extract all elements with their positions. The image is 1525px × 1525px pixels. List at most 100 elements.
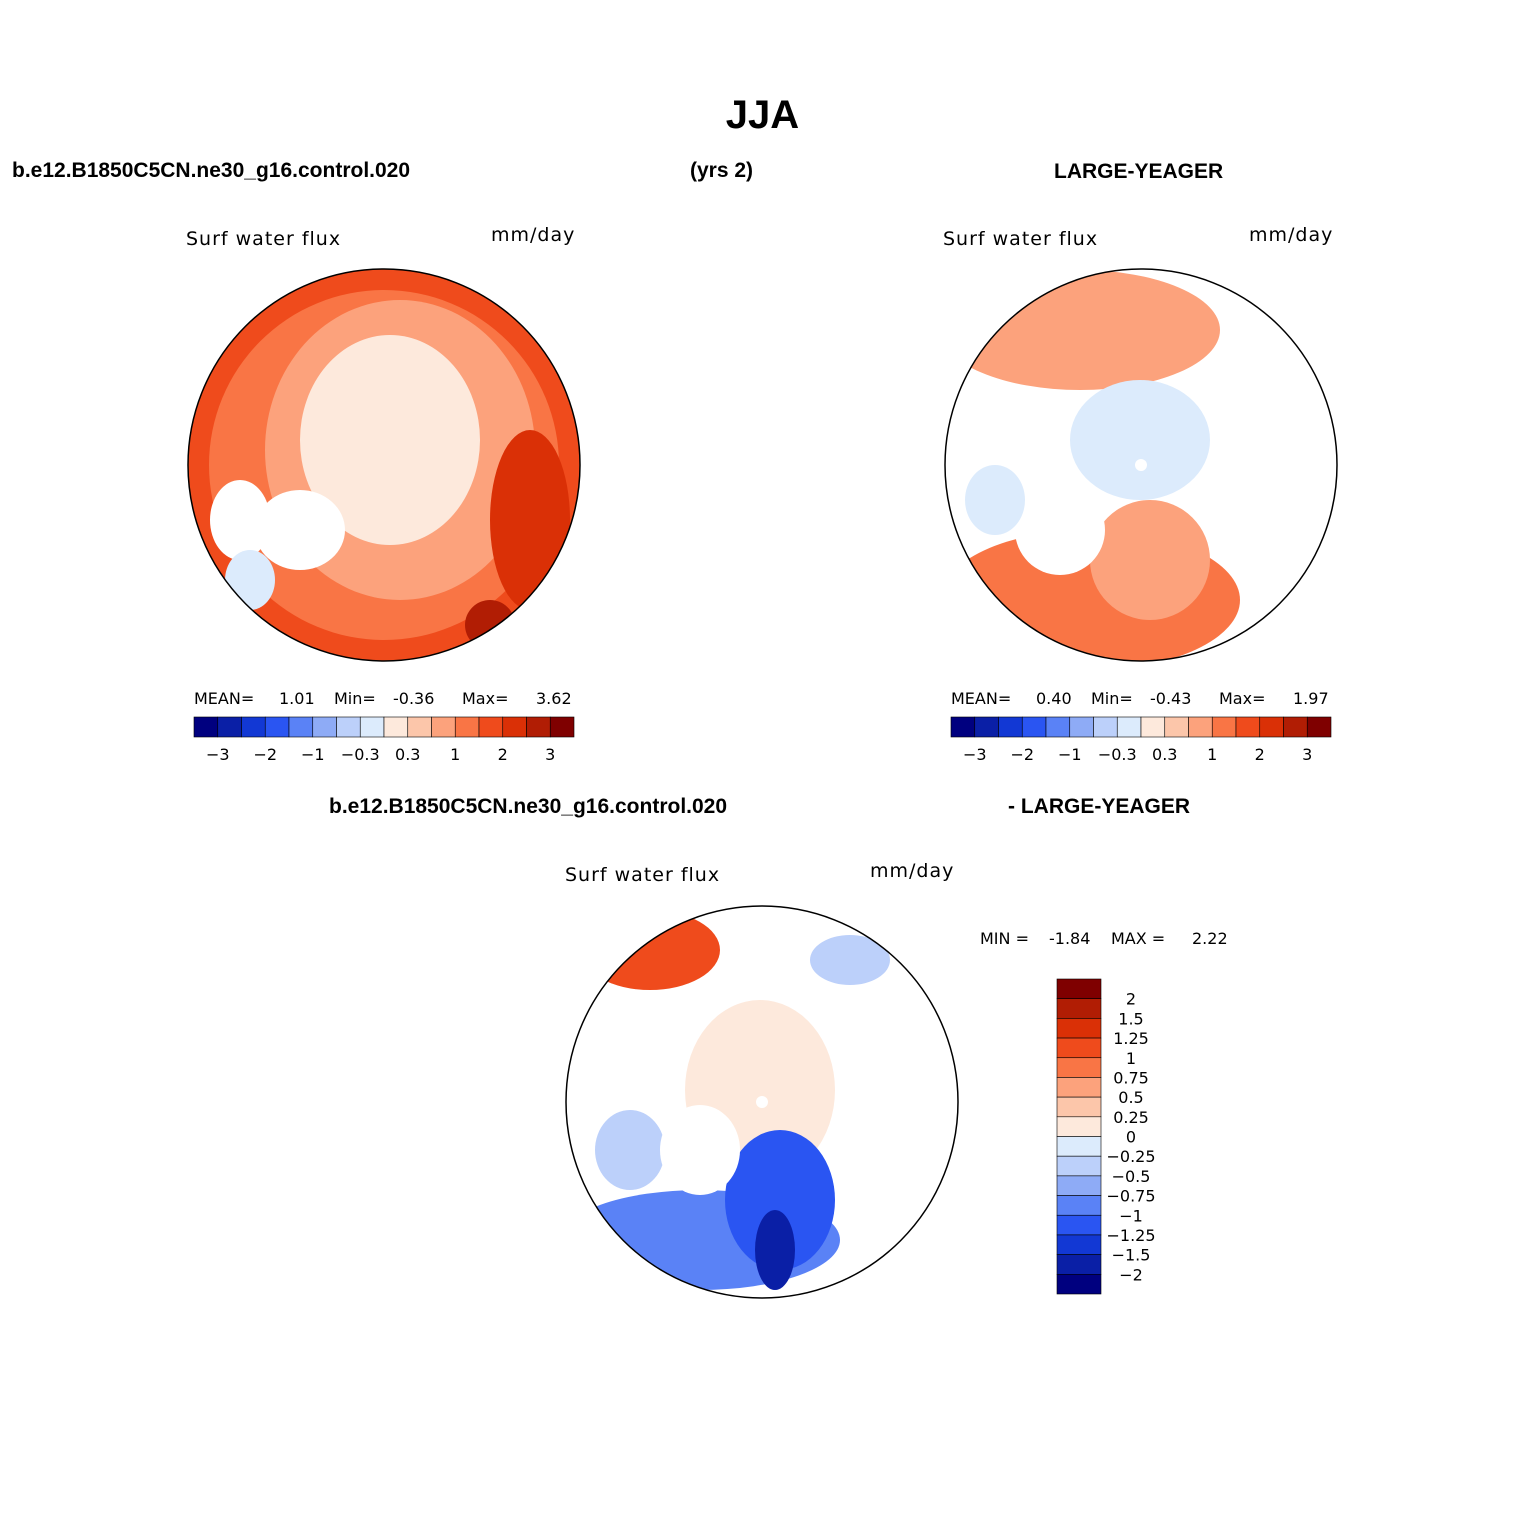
colorbar-cell (1306, 716, 1332, 738)
colorbar-cell (264, 716, 290, 738)
colorbar-tick-label: −1 (301, 745, 325, 764)
panel3-map-border (565, 905, 959, 1299)
colorbar-cell (1056, 1175, 1102, 1196)
colorbar-cell (1056, 1018, 1102, 1039)
diff-case-label: b.e12.B1850C5CN.ne30_g16.control.020 (329, 795, 728, 818)
panel1-units: mm/day (491, 224, 576, 246)
panel3-map (566, 906, 958, 1298)
colorbar-tick-label: −0.5 (1112, 1167, 1151, 1186)
colorbar-cell (1056, 1096, 1102, 1118)
panel2-mean-value: 0.40 (1036, 689, 1072, 708)
colorbar-cell (454, 716, 480, 738)
colorbar-cell (1140, 716, 1166, 738)
panel2-max-value: 1.97 (1293, 689, 1329, 708)
colorbar-tick-label: −1.25 (1106, 1226, 1155, 1245)
colorbar-cell (1056, 1214, 1102, 1236)
colorbar-tick-label: −0.3 (341, 745, 380, 764)
colorbar-cell (1116, 716, 1142, 738)
colorbar-cell (1056, 1136, 1102, 1157)
panel3-min-value: -1.84 (1049, 929, 1091, 948)
colorbar-cell (1056, 1234, 1102, 1255)
colorbar-cell (1045, 716, 1071, 738)
panel1-variable: Surf water flux (186, 228, 342, 250)
colorbar-cell (502, 716, 527, 738)
colorbar-cell (1188, 716, 1213, 738)
panel3-units: mm/day (870, 860, 955, 882)
colorbar-tick-label: −0.3 (1098, 745, 1137, 764)
colorbar-tick-label: 2 (1126, 990, 1136, 1009)
colorbar-tick-label: −0.25 (1106, 1147, 1155, 1166)
obs-label: LARGE-YEAGER (1054, 160, 1224, 183)
panel2-map (945, 269, 1337, 661)
panel3-variable: Surf water flux (565, 864, 721, 886)
colorbar-cell (1056, 1116, 1102, 1137)
panel2-map-border (944, 268, 1338, 662)
colorbar-tick-label: −1 (1058, 745, 1082, 764)
colorbar-cell (241, 716, 266, 738)
colorbar-tick-label: −3 (206, 745, 230, 764)
colorbar-tick-label: 0 (1126, 1128, 1136, 1147)
panel1-colorbar: −3 −2 −1 −0.3 0.3 1 2 3 (193, 716, 575, 764)
colorbar-cell (1021, 716, 1047, 738)
colorbar-cell (217, 716, 242, 738)
panel2-max-label: Max= (1219, 689, 1266, 708)
colorbar-cell (431, 716, 456, 738)
colorbar-cell (359, 716, 385, 738)
panel2-min-label: Min= (1091, 689, 1133, 708)
colorbar-cell (549, 716, 575, 738)
panel3-colorbar: 21.51.2510.750.50.250−0.25−0.5−0.75−1−1.… (1056, 978, 1156, 1295)
panel2-colorbar: −3 −2 −1 −0.3 0.3 1 2 3 (950, 716, 1332, 764)
colorbar-tick-label: −2 (1119, 1265, 1143, 1284)
panel2-mean-label: MEAN= (951, 689, 1012, 708)
case-label: b.e12.B1850C5CN.ne30_g16.control.020 (12, 159, 411, 182)
colorbar-tick-label: 0.3 (395, 745, 420, 764)
colorbar-cell (288, 716, 314, 738)
panel1-min-label: Min= (334, 689, 376, 708)
colorbar-cell (1211, 716, 1237, 738)
colorbar-tick-label: −1 (1119, 1206, 1143, 1225)
colorbar-tick-label: 0.75 (1113, 1068, 1149, 1087)
panel1-mean-label: MEAN= (194, 689, 255, 708)
panel1-mean-value: 1.01 (279, 689, 315, 708)
colorbar-tick-label: −2 (253, 745, 277, 764)
panel1-max-label: Max= (462, 689, 509, 708)
colorbar-tick-label: 2 (498, 745, 508, 764)
figure-title: JJA (725, 93, 800, 137)
colorbar-tick-label: 0.3 (1152, 745, 1177, 764)
colorbar-tick-label: −2 (1010, 745, 1034, 764)
colorbar-cell (974, 716, 999, 738)
panel2-variable: Surf water flux (943, 228, 1099, 250)
colorbar-cell (1056, 978, 1102, 999)
colorbar-cell (1056, 1057, 1102, 1078)
colorbar-cell (1056, 1254, 1102, 1275)
colorbar-cell (407, 716, 432, 738)
colorbar-cell (193, 716, 219, 738)
colorbar-tick-label: 0.5 (1118, 1088, 1143, 1107)
colorbar-tick-label: 0.25 (1113, 1108, 1149, 1127)
panel3-max-value: 2.22 (1192, 929, 1228, 948)
panel2-units: mm/day (1249, 224, 1334, 246)
colorbar-tick-label: 2 (1255, 745, 1265, 764)
colorbar-tick-label: 3 (1302, 745, 1312, 764)
colorbar-cell (998, 716, 1023, 738)
panel2-min-value: -0.43 (1150, 689, 1192, 708)
colorbar-cell (1283, 716, 1308, 738)
colorbar-cell (1056, 1195, 1102, 1216)
colorbar-cell (336, 716, 361, 738)
colorbar-tick-label: 1 (450, 745, 460, 764)
colorbar-tick-label: −1.5 (1112, 1246, 1151, 1265)
colorbar-cell (383, 716, 409, 738)
panel3-min-label: MIN = (980, 929, 1029, 948)
colorbar-tick-label: −3 (963, 745, 987, 764)
colorbar-cell (1093, 716, 1118, 738)
colorbar-tick-label: −0.75 (1106, 1187, 1155, 1206)
colorbar-cell (526, 716, 551, 738)
panel1-map-border (187, 268, 581, 662)
colorbar-cell (312, 716, 337, 738)
diff-obs-label: - LARGE-YEAGER (1008, 795, 1191, 818)
colorbar-cell (1235, 716, 1261, 738)
colorbar-cell (1164, 716, 1189, 738)
years-label: (yrs 2) (690, 159, 754, 182)
colorbar-cell (1069, 716, 1094, 738)
